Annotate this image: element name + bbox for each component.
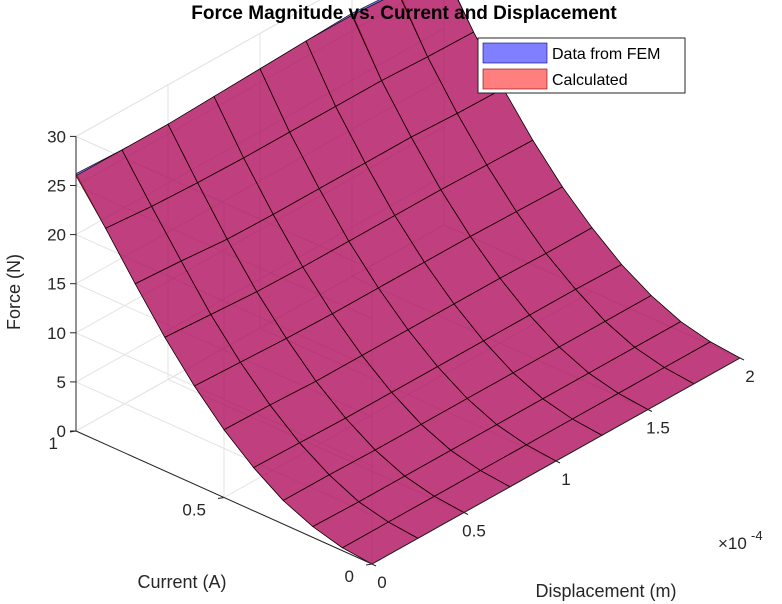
x-tick-mark: [739, 357, 745, 361]
x-tick-mark: [463, 512, 469, 515]
z-axis-label: Force (N): [4, 254, 24, 330]
y-axis-label: Current (A): [137, 572, 226, 592]
x-axis-label: Displacement (m): [535, 581, 676, 601]
box-edge: [75, 0, 321, 137]
z-tick-label: 30: [47, 127, 66, 146]
legend-swatch-fem: [482, 42, 548, 64]
y-tick-label: 0.5: [182, 501, 206, 520]
x-tick-label: 2: [745, 367, 754, 386]
legend-label-calculated: Calculated: [552, 72, 628, 89]
x-tick-mark: [555, 460, 561, 464]
z-tick-label: 25: [47, 177, 66, 196]
legend-swatch-calculated: [482, 68, 548, 90]
x-exponent-base: ×10: [718, 534, 747, 553]
z-tick-label: 10: [47, 324, 66, 343]
z-tick-label: 15: [47, 275, 66, 294]
x-tick-label: 0.5: [462, 522, 486, 541]
z-tick-label: 20: [47, 226, 66, 245]
z-tick-label: 0: [57, 422, 66, 441]
x-exponent-multiplier: ×10 -4: [718, 528, 763, 553]
z-tick-label: 5: [57, 373, 66, 392]
x-tick-label: 1.5: [646, 419, 670, 438]
x-exponent-power: -4: [751, 528, 763, 543]
x-tick-mark: [647, 409, 653, 412]
y-tick-label: 1: [49, 434, 58, 453]
legend: Data from FEM Calculated: [477, 37, 686, 94]
x-tick-label: 1: [561, 470, 570, 489]
chart-title: Force Magnitude vs. Current and Displace…: [191, 3, 617, 24]
legend-label-fem: Data from FEM: [552, 46, 660, 63]
y-tick-label: 0: [345, 567, 354, 586]
x-tick-mark: [371, 563, 377, 567]
x-tick-label: 0: [377, 573, 386, 592]
y-tick-mark: [365, 563, 373, 566]
y-tick-mark: [217, 497, 225, 499]
